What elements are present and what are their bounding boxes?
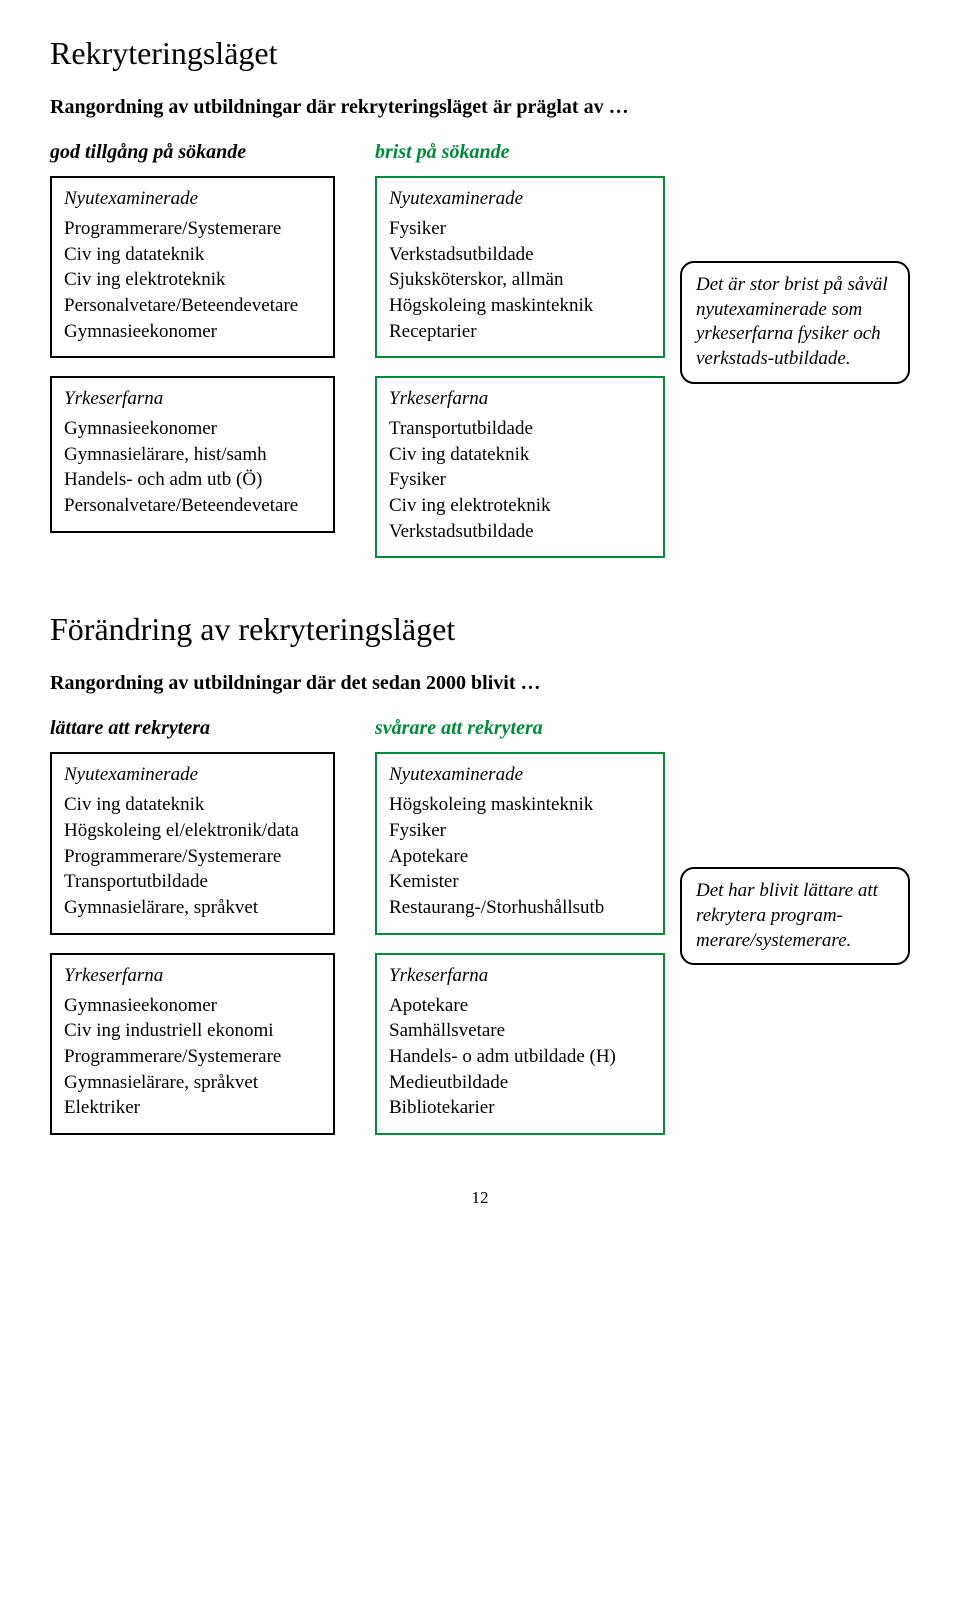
box-item: Civ ing industriell ekonomi xyxy=(64,1018,321,1044)
section2-title: Förändring av rekryteringsläget xyxy=(50,611,910,648)
section2-right-box2: Yrkeserfarna Apotekare Samhällsvetare Ha… xyxy=(375,953,665,1135)
box-heading: Nyutexaminerade xyxy=(389,188,651,210)
section2-left-box1: Nyutexaminerade Civ ing datateknik Högsk… xyxy=(50,752,335,934)
box-heading: Nyutexaminerade xyxy=(64,188,321,210)
box-item: Samhällsvetare xyxy=(389,1018,651,1044)
box-item: Gymnasieekonomer xyxy=(64,319,321,345)
section2-callout: Det har blivit lättare att rekrytera pro… xyxy=(680,867,910,965)
section2-right-col: Nyutexaminerade Högskoleing maskinteknik… xyxy=(375,752,665,1152)
section1-headers: god tillgång på sökande brist på sökande xyxy=(50,141,910,164)
box-item: Gymnasielärare, hist/samh xyxy=(64,442,321,468)
box-heading: Yrkeserfarna xyxy=(389,965,651,987)
box-item: Handels- och adm utb (Ö) xyxy=(64,467,321,493)
box-item: Bibliotekarier xyxy=(389,1095,651,1121)
box-heading: Yrkeserfarna xyxy=(389,388,651,410)
section-2: Förändring av rekryteringsläget Rangordn… xyxy=(50,611,910,1152)
box-item: Civ ing elektroteknik xyxy=(389,493,651,519)
box-item: Fysiker xyxy=(389,818,651,844)
section2-left-box2: Yrkeserfarna Gymnasieekonomer Civ ing in… xyxy=(50,953,335,1135)
box-item: Gymnasieekonomer xyxy=(64,416,321,442)
box-item: Personalvetare/Beteendevetare xyxy=(64,293,321,319)
box-item: Programmerare/Systemerare xyxy=(64,844,321,870)
section1-left-box2: Yrkeserfarna Gymnasieekonomer Gymnasielä… xyxy=(50,376,335,533)
section1-title: Rekryteringsläget xyxy=(50,35,910,72)
section1-right-box1: Nyutexaminerade Fysiker Verkstadsutbilda… xyxy=(375,176,665,358)
page-number: 12 xyxy=(50,1188,910,1208)
box-item: Gymnasielärare, språkvet xyxy=(64,895,321,921)
box-item: Apotekare xyxy=(389,993,651,1019)
box-item: Gymnasielärare, språkvet xyxy=(64,1070,321,1096)
section1-left-header: god tillgång på sökande xyxy=(50,141,335,164)
section1-boxes: Nyutexaminerade Programmerare/Systemerar… xyxy=(50,176,910,576)
box-item: Apotekare xyxy=(389,844,651,870)
box-item: Civ ing datateknik xyxy=(389,442,651,468)
box-item: Personalvetare/Beteendevetare xyxy=(64,493,321,519)
box-item: Högskoleing maskinteknik xyxy=(389,792,651,818)
box-item: Verkstadsutbildade xyxy=(389,242,651,268)
box-item: Receptarier xyxy=(389,319,651,345)
box-item: Gymnasieekonomer xyxy=(64,993,321,1019)
section1-right-box2: Yrkeserfarna Transportutbildade Civ ing … xyxy=(375,376,665,558)
box-item: Verkstadsutbildade xyxy=(389,519,651,545)
section-1: Rekryteringsläget Rangordning av utbildn… xyxy=(50,35,910,576)
box-item: Transportutbildade xyxy=(389,416,651,442)
box-item: Medieutbildade xyxy=(389,1070,651,1096)
box-item: Civ ing datateknik xyxy=(64,242,321,268)
section1-left-col: Nyutexaminerade Programmerare/Systemerar… xyxy=(50,176,335,576)
box-item: Fysiker xyxy=(389,216,651,242)
section2-right-box1: Nyutexaminerade Högskoleing maskinteknik… xyxy=(375,752,665,934)
section1-right-col: Nyutexaminerade Fysiker Verkstadsutbilda… xyxy=(375,176,665,576)
section1-left-box1: Nyutexaminerade Programmerare/Systemerar… xyxy=(50,176,335,358)
box-heading: Nyutexaminerade xyxy=(64,764,321,786)
box-item: Civ ing elektroteknik xyxy=(64,267,321,293)
section1-callout: Det är stor brist på såväl nyutexaminera… xyxy=(680,261,910,384)
section2-headers: lättare att rekrytera svårare att rekryt… xyxy=(50,717,910,740)
box-item: Elektriker xyxy=(64,1095,321,1121)
box-heading: Yrkeserfarna xyxy=(64,965,321,987)
section2-subtitle: Rangordning av utbildningar där det seda… xyxy=(50,672,910,695)
box-item: Kemister xyxy=(389,869,651,895)
box-item: Programmerare/Systemerare xyxy=(64,216,321,242)
section2-left-header: lättare att rekrytera xyxy=(50,717,335,740)
section2-right-header: svårare att rekrytera xyxy=(375,717,665,740)
section1-right-header: brist på sökande xyxy=(375,141,665,164)
box-heading: Nyutexaminerade xyxy=(389,764,651,786)
box-item: Transportutbildade xyxy=(64,869,321,895)
box-item: Högskoleing el/elektronik/data xyxy=(64,818,321,844)
box-item: Handels- o adm utbildade (H) xyxy=(389,1044,651,1070)
box-item: Sjuksköterskor, allmän xyxy=(389,267,651,293)
box-item: Högskoleing maskinteknik xyxy=(389,293,651,319)
section2-left-col: Nyutexaminerade Civ ing datateknik Högsk… xyxy=(50,752,335,1152)
box-item: Restaurang-/Storhushållsutb xyxy=(389,895,651,921)
box-item: Fysiker xyxy=(389,467,651,493)
box-item: Programmerare/Systemerare xyxy=(64,1044,321,1070)
box-heading: Yrkeserfarna xyxy=(64,388,321,410)
section2-boxes: Nyutexaminerade Civ ing datateknik Högsk… xyxy=(50,752,910,1152)
section1-subtitle: Rangordning av utbildningar där rekryter… xyxy=(50,96,910,119)
box-item: Civ ing datateknik xyxy=(64,792,321,818)
